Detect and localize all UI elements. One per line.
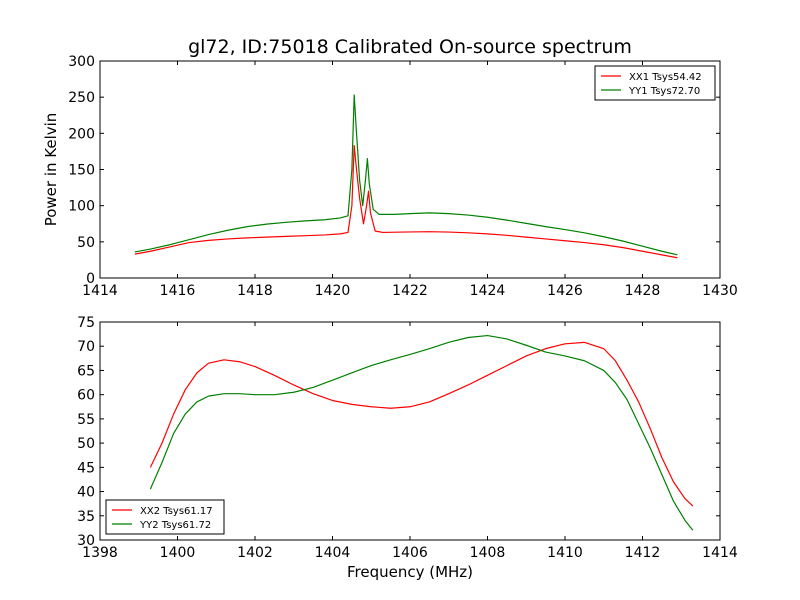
- x-tick-label: 1420: [315, 283, 351, 299]
- series-line-2-2: [149, 334, 694, 531]
- y-tick-label: 0: [86, 271, 95, 287]
- legend-label: XX1 Tsys54.42: [629, 72, 702, 83]
- y-tick-label: 200: [68, 126, 95, 142]
- legend-label: YY1 Tsys72.70: [628, 86, 700, 97]
- y-tick-label: 55: [77, 412, 95, 428]
- subplot-2: 1398 1400 1402 1404 1406 1408 1410 1412 1414 30 35…: [77, 315, 738, 581]
- y-tick-label: 300: [68, 54, 95, 70]
- y-tick-label: 35: [77, 509, 95, 525]
- y-tick-label: 50: [77, 436, 95, 452]
- x-tick-label: 1414: [702, 545, 738, 561]
- x-tick-label: 1400: [160, 545, 196, 561]
- x-tick-label: 1426: [547, 283, 583, 299]
- x-tick-label: 1424: [470, 283, 506, 299]
- y-tick-label: 75: [77, 315, 95, 331]
- figure-title: gl72, ID:75018 Calibrated On-source spec…: [188, 36, 632, 58]
- x-tick-label: 1410: [547, 545, 583, 561]
- x-tick-label: 1418: [237, 283, 273, 299]
- x-tick-label: 1416: [160, 283, 196, 299]
- x-tick-label: 1398: [82, 545, 118, 561]
- x-tick-label: 1422: [392, 283, 428, 299]
- x-axis-label: Frequency (MHz): [347, 563, 473, 581]
- series-line-1-2: [134, 94, 678, 256]
- x-tick-label: 1414: [82, 283, 118, 299]
- legend-label: XX2 Tsys61.17: [140, 506, 213, 517]
- y-tick-label: 30: [77, 533, 95, 549]
- y-tick-label: 45: [77, 460, 95, 476]
- x-tick-label: 1412: [625, 545, 661, 561]
- legend: XX2 Tsys61.17 YY2 Tsys61.72: [105, 499, 225, 535]
- series-line-2-1: [149, 341, 694, 507]
- y-tick-label: 100: [68, 199, 95, 215]
- legend-box: [105, 499, 225, 535]
- y-tick-label: 40: [77, 485, 95, 501]
- y-tick-label: 50: [77, 235, 95, 251]
- x-tick-label: 1408: [470, 545, 506, 561]
- legend-label: YY2 Tsys61.72: [139, 520, 211, 531]
- x-tick-label: 1402: [237, 545, 273, 561]
- series-line-1-1: [134, 145, 678, 259]
- subplot-1: 1414 1416 1418 1420 1422 1424 1426 1428 1430 0 50 1…: [42, 54, 738, 299]
- plots-container: 1414 1416 1418 1420 1422 1424 1426 1428 14300501…: [42, 54, 738, 581]
- y-tick-label: 150: [68, 163, 95, 179]
- y-tick-label: 65: [77, 363, 95, 379]
- x-tick-label: 1430: [702, 283, 738, 299]
- y-tick-label: 70: [77, 339, 95, 355]
- y-axis-label: Power in Kelvin: [42, 113, 60, 227]
- y-tick-label: 250: [68, 90, 95, 106]
- x-tick-label: 1406: [392, 545, 428, 561]
- x-tick-label: 1428: [625, 283, 661, 299]
- x-tick-label: 1404: [315, 545, 351, 561]
- legend-box: [594, 65, 716, 101]
- legend: XX1 Tsys54.42 YY1 Tsys72.70: [594, 65, 716, 101]
- y-tick-label: 60: [77, 388, 95, 404]
